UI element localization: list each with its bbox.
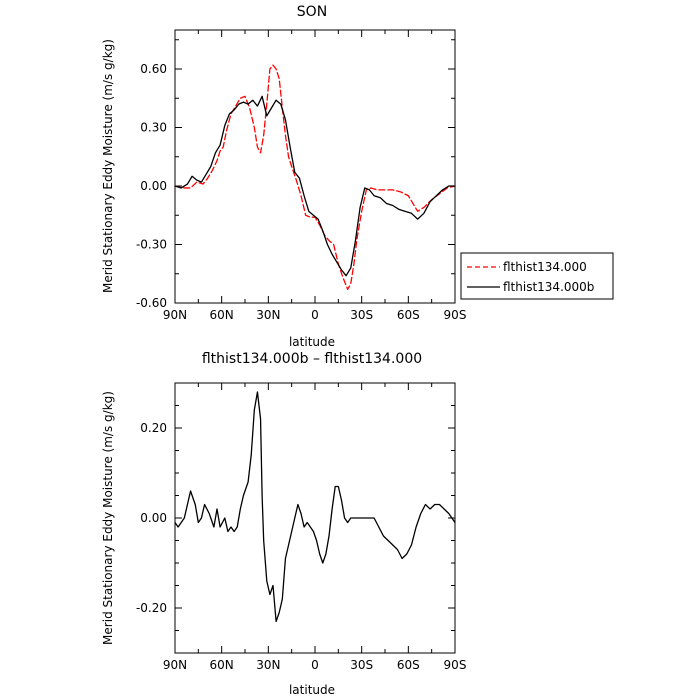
y-tick-label: 0.30 [140, 121, 167, 135]
x-axis-label-bottom: latitude [289, 683, 335, 697]
series-line-bottom-0 [174, 391, 456, 623]
y-tick-label: 0.00 [140, 179, 167, 193]
y-axis-label-top: Merid Stationary Eddy Moisture (m/s g/kg… [101, 39, 115, 293]
x-tick-label: 90S [444, 308, 467, 322]
x-axis-top: 90N 60N 30N 0 30S 60S 90S [163, 30, 467, 322]
panel-top: SON 90N 60N 30N 0 30S 60S 90S -0.60 -0.30 0.00 0.… [101, 4, 466, 349]
legend-box [460, 252, 614, 300]
series-line-top-0 [174, 64, 456, 291]
series-group-top [174, 64, 456, 291]
plot-frame-bottom [174, 382, 456, 654]
x-tick-label: 30N [256, 658, 280, 672]
y-axis-label-bottom: Merid Stationary Eddy Moisture (m/s g/kg… [101, 391, 115, 645]
x-tick-label: 0 [311, 658, 319, 672]
series-line-top-1 [174, 95, 456, 277]
series-group-bottom [174, 391, 456, 623]
x-tick-label: 60N [210, 308, 234, 322]
chart-title-bottom: flthist134.000b – flthist134.000 [202, 351, 422, 367]
x-tick-label: 30S [350, 308, 373, 322]
x-tick-label: 60N [210, 658, 234, 672]
x-axis-bottom: 90N 60N 30N 0 30S 60S 90S [163, 383, 467, 672]
x-tick-label: 30S [350, 658, 373, 672]
panel-bottom: flthist134.000b – flthist134.000 90N 60N 3… [101, 351, 466, 697]
legend-label-flthist134-000: flthist134.000 [503, 260, 587, 274]
x-tick-label: 0 [311, 308, 319, 322]
x-tick-label: 90N [163, 658, 187, 672]
y-axis-bottom: -0.20 0.00 0.20 [136, 382, 455, 654]
x-tick-label: 60S [397, 658, 420, 672]
y-tick-label: 0.20 [140, 421, 167, 435]
y-tick-label: -0.30 [136, 238, 167, 252]
x-tick-label: 60S [397, 308, 420, 322]
x-axis-label-top: latitude [289, 335, 335, 349]
x-tick-label: 30N [256, 308, 280, 322]
y-axis-top: -0.60 -0.30 0.00 0.30 0.60 [136, 39, 455, 310]
x-tick-label: 90N [163, 308, 187, 322]
y-tick-label: -0.60 [136, 296, 167, 310]
y-tick-label: -0.20 [136, 601, 167, 615]
y-tick-label: 0.00 [140, 511, 167, 525]
plot-frame-top [174, 29, 456, 304]
x-tick-label: 90S [444, 658, 467, 672]
legend: flthist134.000 flthist134.000b [460, 252, 614, 300]
legend-label-flthist134-000b: flthist134.000b [503, 280, 594, 294]
chart-title-top: SON [297, 4, 327, 20]
y-tick-label: 0.60 [140, 62, 167, 76]
